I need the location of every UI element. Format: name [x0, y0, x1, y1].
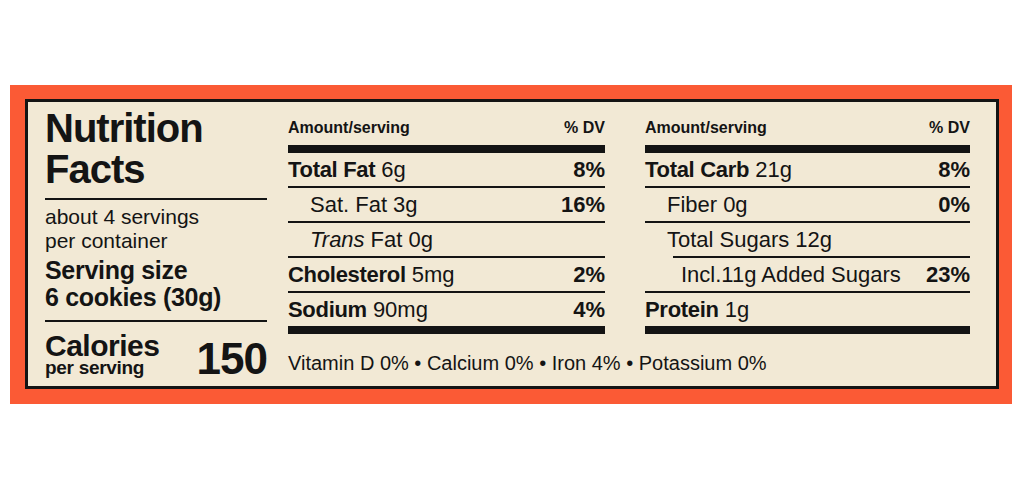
calories-value: 150	[197, 340, 267, 377]
nutrient-row-total-fat: Total Fat 6g 8%	[288, 153, 605, 186]
serving-size-value: 6 cookies (30g)	[45, 284, 267, 311]
serving-info-block: Nutrition Facts about 4 servings per con…	[45, 108, 267, 377]
nutrient-amount: 12g	[795, 227, 832, 253]
thick-divider-bar	[645, 145, 970, 153]
serving-size: Serving size 6 cookies (30g)	[45, 257, 267, 311]
nutrient-name: Cholesterol	[288, 262, 406, 288]
nutrient-name: Sodium	[288, 297, 367, 323]
nutrient-row-trans-fat: Trans Fat 0g	[288, 223, 605, 256]
thick-divider-bar	[288, 326, 605, 334]
nutrient-dv: 23%	[926, 262, 970, 288]
divider-rule	[45, 320, 267, 322]
thick-divider-bar	[645, 326, 970, 334]
title-line-2: Facts	[45, 149, 267, 190]
nutrient-dv: 2%	[573, 262, 605, 288]
nutrient-amount: 21g	[755, 157, 792, 183]
nutrient-name: Incl.11g Added Sugars	[645, 262, 901, 288]
percent-dv-header: % DV	[564, 118, 605, 138]
amount-serving-header: Amount/serving	[645, 118, 767, 138]
nutrient-row-total-sugars: Total Sugars 12g	[645, 223, 970, 256]
nutrient-name: Sat. Fat	[288, 192, 387, 218]
calories-label: Calories	[45, 332, 159, 359]
serving-size-label: Serving size	[45, 257, 267, 284]
micronutrients-footnote: Vitamin D 0% • Calcium 0% • Iron 4% • Po…	[288, 352, 988, 375]
column-header: Amount/serving % DV	[645, 118, 970, 138]
nutrient-amount: 90mg	[373, 297, 428, 323]
nutrient-name: Total Carb	[645, 157, 749, 183]
nutrition-facts-title: Nutrition Facts	[45, 108, 267, 190]
nutrient-dv: 8%	[938, 157, 970, 183]
thick-divider-bar	[288, 145, 605, 153]
percent-dv-header: % DV	[929, 118, 970, 138]
servings-line-1: about 4 servings	[45, 205, 267, 229]
nutrient-column-carbs: Amount/serving % DV Total Carb 21g 8% Fi…	[645, 118, 970, 334]
label-orange-frame: Nutrition Facts about 4 servings per con…	[10, 85, 1012, 404]
nutrient-amount: 0g	[723, 192, 747, 218]
nutrient-amount: Fat 0g	[371, 227, 433, 253]
nutrient-name: Protein	[645, 297, 719, 323]
calories-labels: Calories per serving	[45, 332, 159, 377]
nutrient-row-added-sugars: Incl.11g Added Sugars 23%	[645, 258, 970, 291]
column-header: Amount/serving % DV	[288, 118, 605, 138]
nutrient-amount: 6g	[381, 157, 405, 183]
nutrient-name: Trans	[288, 227, 365, 253]
nutrient-row-fiber: Fiber 0g 0%	[645, 188, 970, 221]
nutrient-row-protein: Protein 1g	[645, 293, 970, 326]
title-line-1: Nutrition	[45, 108, 267, 149]
nutrient-dv: 16%	[561, 192, 605, 218]
nutrient-amount: 5mg	[412, 262, 455, 288]
servings-per-container: about 4 servings per container	[45, 205, 267, 253]
nutrient-row-total-carb: Total Carb 21g 8%	[645, 153, 970, 186]
nutrient-row-cholesterol: Cholesterol 5mg 2%	[288, 258, 605, 291]
divider-rule	[45, 198, 267, 200]
nutrient-dv: 4%	[573, 297, 605, 323]
amount-serving-header: Amount/serving	[288, 118, 410, 138]
servings-line-2: per container	[45, 229, 267, 253]
nutrient-dv: 8%	[573, 157, 605, 183]
nutrient-amount: 1g	[725, 297, 749, 323]
calories-section: Calories per serving 150	[45, 332, 267, 377]
nutrient-name: Fiber	[645, 192, 717, 218]
nutrient-row-sodium: Sodium 90mg 4%	[288, 293, 605, 326]
nutrient-row-sat-fat: Sat. Fat 3g 16%	[288, 188, 605, 221]
calories-sublabel: per serving	[45, 359, 159, 377]
nutrition-facts-panel: Nutrition Facts about 4 servings per con…	[25, 99, 999, 389]
nutrient-name: Total Fat	[288, 157, 375, 183]
nutrient-dv: 0%	[938, 192, 970, 218]
nutrient-column-fats: Amount/serving % DV Total Fat 6g 8% Sat.…	[288, 118, 605, 334]
nutrient-name: Total Sugars	[645, 227, 789, 253]
nutrient-amount: 3g	[393, 192, 417, 218]
